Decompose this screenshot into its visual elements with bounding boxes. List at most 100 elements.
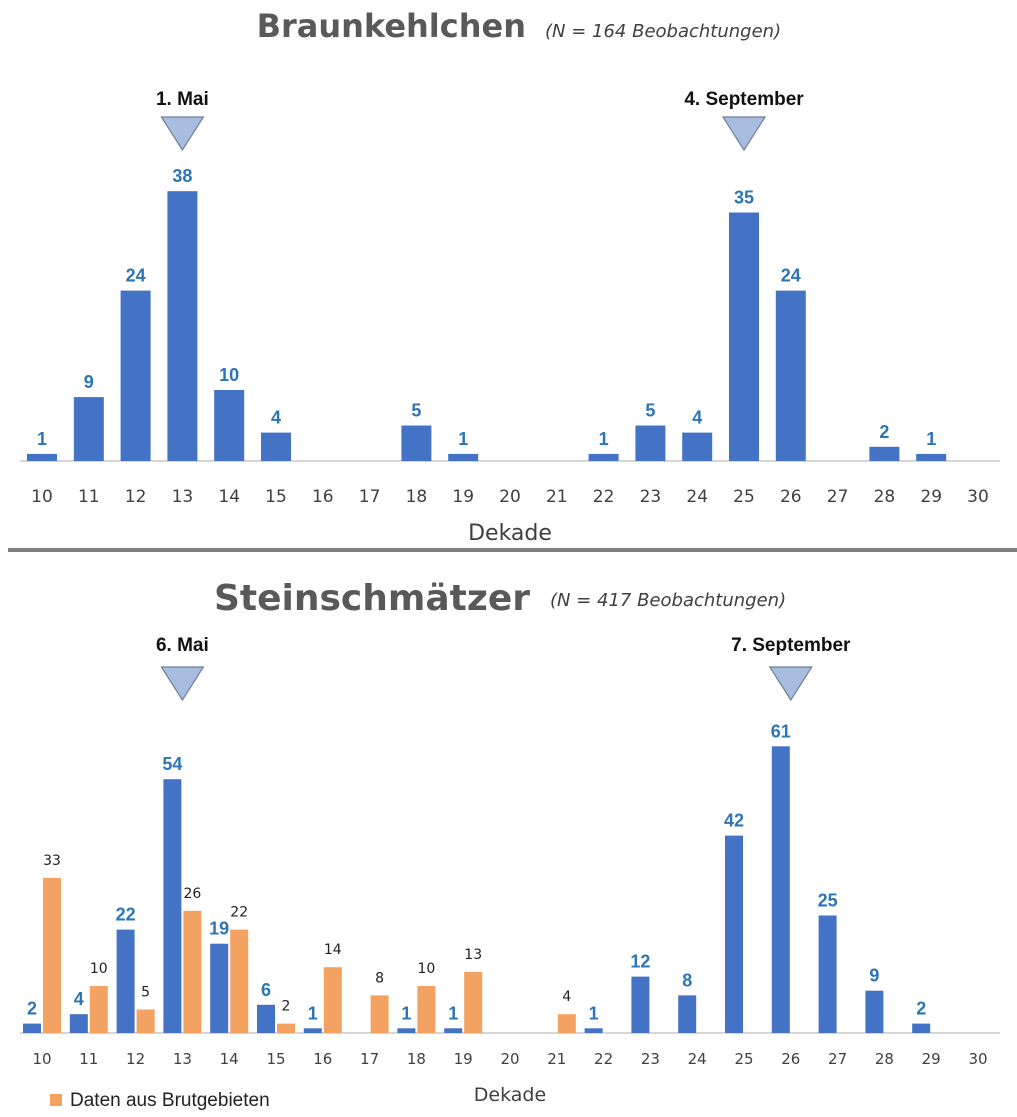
data-label-primary: 1 <box>589 1003 599 1023</box>
bar-breeding <box>464 971 483 1033</box>
bar-primary <box>397 1028 416 1033</box>
legend-swatch-breeding <box>50 1094 62 1106</box>
bar-primary <box>444 1028 463 1033</box>
x-tick-label: 11 <box>78 487 100 507</box>
bar-breeding <box>89 986 108 1033</box>
x-tick-label: 17 <box>359 487 381 507</box>
date-marker-label: 6. Mai <box>156 635 209 656</box>
bar-primary <box>729 212 759 461</box>
data-label-primary: 1 <box>401 1003 411 1023</box>
bar-primary <box>214 390 245 461</box>
bar-primary <box>725 835 743 1033</box>
chart1-title: Braunkehlchen <box>257 7 526 45</box>
bar-primary <box>167 191 198 461</box>
bar-primary <box>163 779 182 1033</box>
bar-primary <box>27 453 57 461</box>
bar-breeding <box>370 995 389 1033</box>
bar-primary <box>635 425 666 461</box>
data-label-primary: 8 <box>682 970 692 990</box>
date-marker-label: 4. September <box>684 89 804 110</box>
data-label-breeding: 2 <box>282 999 291 1015</box>
x-tick-label: 26 <box>781 1050 800 1068</box>
x-tick-label: 14 <box>218 487 240 507</box>
bar-primary <box>69 1014 88 1033</box>
data-label-breeding: 10 <box>90 961 108 977</box>
bar-primary <box>678 995 697 1033</box>
data-label-breeding: 26 <box>183 886 201 902</box>
bar-breeding <box>557 1014 576 1033</box>
bar-primary <box>865 990 884 1033</box>
x-tick-label: 23 <box>640 487 662 507</box>
bar-primary <box>257 1004 275 1033</box>
chart2-title: Steinschmätzer <box>214 578 530 619</box>
data-label-breeding: 4 <box>562 989 571 1005</box>
bar-breeding <box>136 1009 155 1033</box>
legend-label-breeding: Daten aus Brutgebieten <box>70 1090 270 1111</box>
x-tick-label: 29 <box>920 487 942 507</box>
x-tick-label: 24 <box>688 1050 707 1068</box>
data-label-primary: 9 <box>869 966 879 986</box>
x-tick-label: 25 <box>734 1050 753 1068</box>
data-label-primary: 38 <box>172 166 192 186</box>
data-label-breeding: 8 <box>375 970 384 986</box>
x-tick-label: 12 <box>126 1050 145 1068</box>
bar-primary <box>73 397 104 461</box>
data-label-primary: 35 <box>734 188 754 208</box>
x-tick-label: 19 <box>452 487 474 507</box>
x-tick-label: 15 <box>265 487 287 507</box>
bar-primary <box>120 290 151 461</box>
data-label-primary: 9 <box>84 372 94 392</box>
x-axis-title: Dekade <box>474 1084 546 1106</box>
bar-primary <box>771 746 790 1033</box>
bar-primary <box>448 453 479 461</box>
data-label-primary: 1 <box>308 1003 318 1023</box>
x-tick-label: 13 <box>172 487 194 507</box>
x-tick-label: 18 <box>406 487 428 507</box>
data-label-primary: 5 <box>645 401 655 421</box>
data-label-primary: 1 <box>458 429 468 449</box>
x-tick-label: 27 <box>828 1050 847 1068</box>
data-label-primary: 2 <box>879 422 889 442</box>
bar-primary <box>818 915 837 1033</box>
data-label-breeding: 22 <box>230 905 248 921</box>
data-label-primary: 1 <box>448 1003 458 1023</box>
bar-primary <box>869 446 900 461</box>
data-label-breeding: 33 <box>43 853 61 869</box>
bar-primary <box>116 929 135 1033</box>
data-label-primary: 19 <box>209 919 229 939</box>
x-tick-label: 16 <box>312 487 334 507</box>
bar-primary <box>631 976 650 1033</box>
date-marker-triangle <box>160 666 205 702</box>
bar-primary <box>775 290 806 461</box>
x-tick-label: 30 <box>968 1050 987 1068</box>
bar-breeding <box>277 1023 295 1033</box>
chart1-subtitle: (N = 164 Beobachtungen) <box>545 21 781 42</box>
x-tick-label: 20 <box>500 1050 519 1068</box>
data-label-primary: 2 <box>916 999 926 1019</box>
chart1-plot: 10 11 12 13 14 15 16 17 18 19 20 21 22 23 24 25 26 27 28 29… <box>20 89 1000 546</box>
section-divider <box>8 548 1017 552</box>
x-tick-label: 10 <box>32 1050 51 1068</box>
data-label-primary: 42 <box>724 811 744 831</box>
bar-primary <box>23 1023 41 1033</box>
date-marker-label: 1. Mai <box>156 89 209 110</box>
bar-breeding <box>183 910 202 1033</box>
bar-primary <box>584 1028 603 1033</box>
data-label-primary: 54 <box>162 754 182 774</box>
x-tick-label: 16 <box>313 1050 332 1068</box>
x-tick-label: 18 <box>407 1050 426 1068</box>
data-label-primary: 2 <box>27 999 37 1019</box>
bar-breeding <box>230 929 249 1033</box>
data-label-primary: 5 <box>411 401 421 421</box>
x-tick-label: 27 <box>827 487 849 507</box>
x-tick-label: 11 <box>79 1050 98 1068</box>
bar-primary <box>916 453 947 461</box>
data-label-primary: 12 <box>630 952 650 972</box>
x-tick-label: 22 <box>593 487 615 507</box>
x-tick-label: 19 <box>454 1050 473 1068</box>
x-tick-label: 21 <box>547 1050 566 1068</box>
bar-primary <box>682 432 713 461</box>
x-tick-label: 23 <box>641 1050 660 1068</box>
data-label-primary: 1 <box>37 429 47 449</box>
data-label-breeding: 14 <box>324 942 342 958</box>
